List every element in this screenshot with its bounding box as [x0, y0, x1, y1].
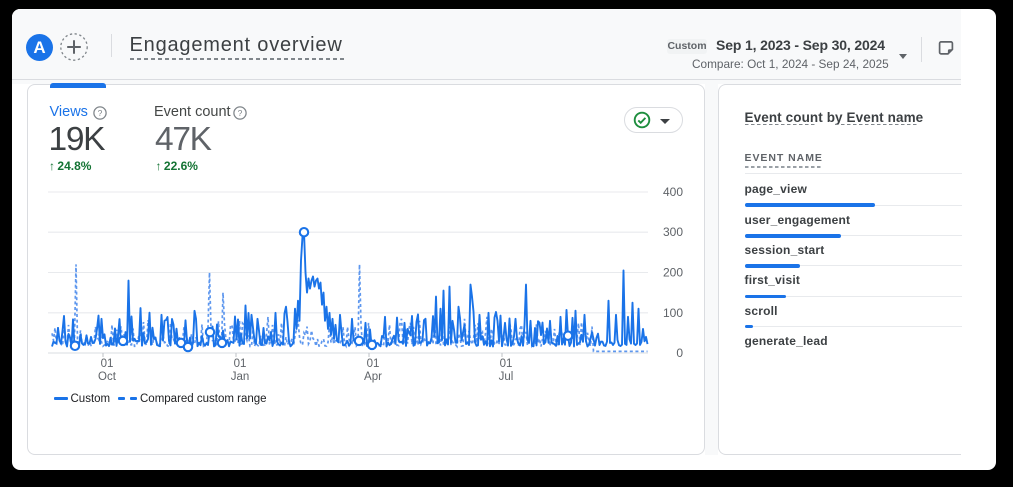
svg-text:200: 200 [663, 266, 683, 280]
svg-text:01: 01 [367, 358, 380, 370]
svg-text:01: 01 [101, 358, 114, 370]
svg-text:Apr: Apr [364, 371, 382, 383]
svg-text:Jul: Jul [499, 371, 514, 383]
svg-text:Oct: Oct [98, 371, 117, 383]
svg-text:?: ? [238, 108, 243, 118]
svg-text:01: 01 [234, 358, 247, 370]
svg-text:Jan: Jan [231, 371, 250, 383]
svg-text:01: 01 [500, 358, 513, 370]
svg-text:0: 0 [676, 346, 683, 360]
svg-text:?: ? [98, 108, 103, 118]
svg-text:100: 100 [663, 306, 683, 320]
svg-text:400: 400 [663, 185, 683, 199]
svg-text:300: 300 [663, 225, 683, 239]
